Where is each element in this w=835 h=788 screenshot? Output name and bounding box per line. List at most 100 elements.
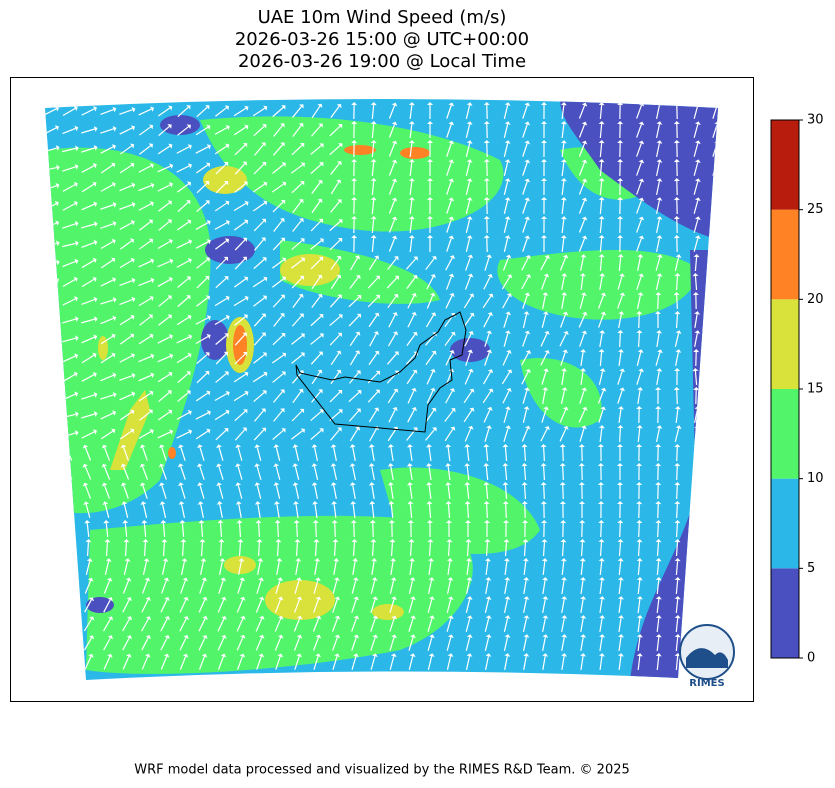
wind-arrow-head bbox=[111, 333, 116, 339]
wind-arrow bbox=[139, 411, 151, 421]
wind-arrow bbox=[252, 183, 266, 193]
wind-arrow-head bbox=[543, 406, 549, 411]
wind-arrow bbox=[333, 485, 337, 499]
wind-arrow-head bbox=[693, 254, 700, 258]
wind-arrow-head bbox=[465, 539, 472, 543]
wind-arrow bbox=[138, 374, 152, 382]
wind-arrow bbox=[636, 200, 642, 214]
wind-arrow-head bbox=[130, 219, 135, 226]
wind-arrow bbox=[425, 429, 435, 441]
wind-arrow bbox=[713, 484, 717, 500]
wind-arrow-head bbox=[183, 596, 189, 601]
wind-arrow bbox=[86, 541, 90, 557]
wind-arrow bbox=[311, 391, 321, 403]
wind-arrow bbox=[218, 447, 224, 461]
wind-arrow-head bbox=[300, 352, 305, 357]
wind-arrow-head bbox=[578, 482, 585, 486]
wind-arrow bbox=[542, 390, 546, 404]
wind-arrow-head bbox=[46, 520, 53, 524]
wind-arrow bbox=[252, 373, 266, 383]
wind-arrow bbox=[84, 637, 92, 651]
wind-arrow-head bbox=[391, 197, 398, 202]
wind-arrow bbox=[292, 295, 302, 309]
wind-arrow-head bbox=[393, 256, 399, 261]
wind-arrow-head bbox=[449, 349, 455, 354]
wind-arrow-head bbox=[168, 276, 173, 283]
wind-arrow bbox=[84, 599, 92, 613]
wind-arrow bbox=[367, 372, 379, 384]
wind-arrow-head bbox=[357, 295, 362, 300]
wind-arrow-head bbox=[107, 653, 113, 658]
wind-arrow-head bbox=[580, 653, 587, 657]
wind-arrow-head bbox=[164, 635, 170, 640]
wind-arrow-head bbox=[655, 653, 662, 657]
wind-arrow-head bbox=[186, 200, 191, 205]
wind-arrow bbox=[540, 333, 548, 347]
wind-arrow-head bbox=[206, 239, 211, 245]
wind-arrow bbox=[599, 199, 603, 215]
wind-arrow-head bbox=[216, 501, 223, 505]
wind-arrow-head bbox=[541, 197, 548, 201]
wind-arrow bbox=[312, 637, 320, 651]
wind-arrow bbox=[713, 598, 717, 614]
wind-arrow bbox=[675, 617, 679, 633]
wind-arrow-head bbox=[464, 501, 471, 505]
wind-arrow bbox=[618, 560, 622, 576]
wind-arrow-head bbox=[202, 616, 208, 621]
wind-arrow-head bbox=[427, 197, 434, 201]
wind-arrow-head bbox=[504, 634, 511, 638]
wind-arrow-head bbox=[336, 255, 342, 261]
wind-arrow-head bbox=[299, 408, 305, 414]
wind-arrow bbox=[200, 541, 204, 557]
wind-arrow-head bbox=[92, 276, 97, 282]
wind-arrow-head bbox=[484, 539, 491, 543]
wind-arrow bbox=[217, 618, 225, 632]
wind-arrow-head bbox=[183, 616, 189, 621]
wind-arrow-head bbox=[487, 406, 493, 411]
wind-arrow bbox=[675, 275, 679, 291]
wind-arrow-head bbox=[637, 349, 644, 353]
wind-arrow-head bbox=[218, 539, 225, 543]
wind-arrow-head bbox=[224, 238, 229, 244]
wind-arrow bbox=[291, 164, 303, 174]
wind-arrow-head bbox=[524, 178, 531, 183]
wind-arrow bbox=[618, 408, 622, 424]
wind-arrow bbox=[62, 127, 76, 135]
wind-arrow-head bbox=[692, 273, 699, 277]
wind-arrow bbox=[444, 428, 454, 442]
wind-arrow bbox=[272, 106, 284, 118]
colorbar-segment bbox=[771, 120, 799, 210]
wind-arrow bbox=[618, 351, 622, 367]
wind-arrow-head bbox=[112, 315, 117, 322]
wind-arrow-head bbox=[243, 181, 248, 186]
wind-arrow bbox=[196, 259, 208, 269]
wind-arrow-head bbox=[525, 369, 531, 374]
wind-arrow bbox=[465, 219, 471, 233]
wind-arrow bbox=[694, 522, 698, 538]
wind-arrow bbox=[388, 143, 396, 157]
wind-arrow bbox=[504, 656, 508, 670]
wind-arrow-head bbox=[160, 520, 167, 524]
wind-arrow-head bbox=[504, 159, 511, 163]
wind-arrow bbox=[599, 332, 603, 348]
wind-arrow bbox=[330, 163, 340, 175]
wind-arrow-head bbox=[464, 482, 471, 486]
wind-arrow-head bbox=[598, 159, 605, 163]
wind-arrow-head bbox=[130, 314, 135, 320]
wind-arrow-head bbox=[333, 558, 340, 562]
wind-arrow-head bbox=[281, 276, 286, 282]
wind-arrow bbox=[562, 484, 564, 500]
wind-arrow bbox=[255, 599, 263, 613]
wind-arrow-head bbox=[600, 292, 607, 297]
wind-arrow-head bbox=[54, 391, 59, 397]
wind-arrow-head bbox=[64, 501, 71, 506]
wind-arrow bbox=[176, 241, 190, 249]
wind-arrow bbox=[693, 181, 699, 195]
wind-arrow bbox=[158, 126, 170, 136]
wind-arrow-head bbox=[206, 428, 211, 434]
wind-arrow bbox=[293, 637, 301, 651]
wind-arrow-head bbox=[411, 387, 417, 392]
wind-arrow-head bbox=[65, 520, 72, 524]
wind-arrow-head bbox=[597, 444, 604, 448]
wind-arrow bbox=[330, 106, 340, 118]
